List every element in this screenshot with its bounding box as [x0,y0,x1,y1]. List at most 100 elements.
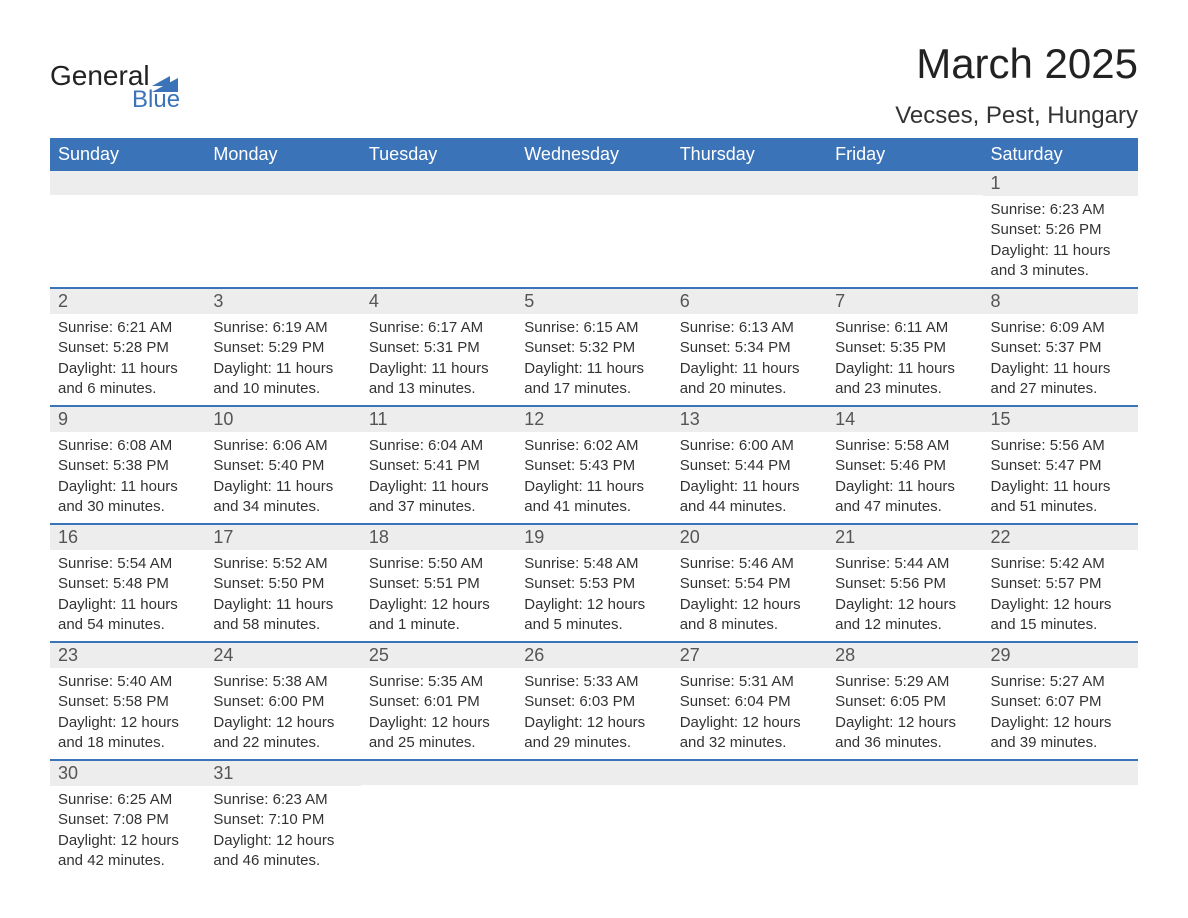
sunrise-label: Sunrise: [835,319,890,336]
sunset-value: 7:08 PM [113,811,169,828]
day-content: Sunrise: 5:42 AMSunset: 5:57 PMDaylight:… [983,550,1138,641]
sunrise-value: 5:33 AM [583,673,638,690]
sunset-line: Sunset: 5:44 PM [680,456,819,476]
sunrise-line: Sunrise: 5:44 AM [835,554,974,574]
sunset-label: Sunset: [835,693,886,710]
logo: General Blue [50,60,180,114]
sunrise-value: 6:13 AM [739,319,794,336]
daylight-line: Daylight: 12 hours and 42 minutes. [58,831,197,872]
weekday-header: Thursday [672,138,827,171]
daylight-line: Daylight: 12 hours and 46 minutes. [213,831,352,872]
daylight-label: Daylight: [213,596,271,613]
sunset-line: Sunset: 6:00 PM [213,692,352,712]
sunset-line: Sunset: 5:43 PM [524,456,663,476]
day-number: 25 [361,643,516,668]
sunrise-label: Sunrise: [213,319,268,336]
sunset-value: 5:58 PM [113,693,169,710]
weekday-header: Sunday [50,138,205,171]
daylight-line: Daylight: 11 hours and 47 minutes. [835,477,974,518]
calendar-cell: 28Sunrise: 5:29 AMSunset: 6:05 PMDayligh… [827,642,982,760]
calendar-cell: 4Sunrise: 6:17 AMSunset: 5:31 PMDaylight… [361,288,516,406]
sunset-line: Sunset: 5:47 PM [991,456,1130,476]
sunrise-value: 5:54 AM [117,555,172,572]
day-number: 26 [516,643,671,668]
daylight-line: Daylight: 11 hours and 23 minutes. [835,359,974,400]
sunset-line: Sunset: 5:31 PM [369,338,508,358]
daylight-line: Daylight: 11 hours and 10 minutes. [213,359,352,400]
day-number: 7 [827,289,982,314]
day-number: 19 [516,525,671,550]
day-number: 21 [827,525,982,550]
sunrise-label: Sunrise: [524,319,579,336]
day-content: Sunrise: 5:35 AMSunset: 6:01 PMDaylight:… [361,668,516,759]
daylight-line: Daylight: 12 hours and 12 minutes. [835,595,974,636]
calendar-week-row: 16Sunrise: 5:54 AMSunset: 5:48 PMDayligh… [50,524,1138,642]
calendar-cell: 5Sunrise: 6:15 AMSunset: 5:32 PMDaylight… [516,288,671,406]
sunset-value: 5:37 PM [1046,339,1102,356]
day-content: Sunrise: 6:04 AMSunset: 5:41 PMDaylight:… [361,432,516,523]
calendar-cell: 1Sunrise: 6:23 AMSunset: 5:26 PMDaylight… [983,171,1138,288]
sunset-line: Sunset: 5:38 PM [58,456,197,476]
sunrise-label: Sunrise: [369,673,424,690]
sunrise-value: 5:46 AM [739,555,794,572]
daylight-label: Daylight: [991,596,1049,613]
calendar-cell: 25Sunrise: 5:35 AMSunset: 6:01 PMDayligh… [361,642,516,760]
day-number: 6 [672,289,827,314]
sunrise-value: 5:27 AM [1050,673,1105,690]
daylight-label: Daylight: [524,714,582,731]
sunset-line: Sunset: 5:41 PM [369,456,508,476]
sunset-line: Sunset: 5:32 PM [524,338,663,358]
sunset-label: Sunset: [991,339,1042,356]
calendar-week-row: 23Sunrise: 5:40 AMSunset: 5:58 PMDayligh… [50,642,1138,760]
sunset-label: Sunset: [58,693,109,710]
calendar-cell: 29Sunrise: 5:27 AMSunset: 6:07 PMDayligh… [983,642,1138,760]
daylight-line: Daylight: 12 hours and 15 minutes. [991,595,1130,636]
sunrise-label: Sunrise: [680,319,735,336]
day-content-empty [361,195,516,265]
sunrise-value: 5:40 AM [117,673,172,690]
daylight-line: Daylight: 12 hours and 22 minutes. [213,713,352,754]
daylight-label: Daylight: [991,478,1049,495]
sunset-line: Sunset: 5:53 PM [524,574,663,594]
sunset-label: Sunset: [991,575,1042,592]
day-number: 30 [50,761,205,786]
sunset-value: 5:40 PM [268,457,324,474]
sunrise-line: Sunrise: 5:40 AM [58,672,197,692]
sunset-label: Sunset: [991,457,1042,474]
sunrise-value: 5:42 AM [1050,555,1105,572]
calendar-cell: 12Sunrise: 6:02 AMSunset: 5:43 PMDayligh… [516,406,671,524]
day-content: Sunrise: 5:38 AMSunset: 6:00 PMDaylight:… [205,668,360,759]
calendar-cell: 3Sunrise: 6:19 AMSunset: 5:29 PMDaylight… [205,288,360,406]
sunrise-line: Sunrise: 5:46 AM [680,554,819,574]
sunset-label: Sunset: [213,339,264,356]
calendar-week-row: 9Sunrise: 6:08 AMSunset: 5:38 PMDaylight… [50,406,1138,524]
sunset-label: Sunset: [58,339,109,356]
sunrise-label: Sunrise: [835,673,890,690]
daylight-label: Daylight: [680,478,738,495]
sunrise-label: Sunrise: [991,673,1046,690]
day-number: 8 [983,289,1138,314]
sunrise-line: Sunrise: 5:42 AM [991,554,1130,574]
day-content: Sunrise: 5:33 AMSunset: 6:03 PMDaylight:… [516,668,671,759]
calendar-cell: 26Sunrise: 5:33 AMSunset: 6:03 PMDayligh… [516,642,671,760]
daylight-line: Daylight: 11 hours and 44 minutes. [680,477,819,518]
calendar-cell: 15Sunrise: 5:56 AMSunset: 5:47 PMDayligh… [983,406,1138,524]
sunset-label: Sunset: [991,221,1042,238]
day-content: Sunrise: 6:23 AMSunset: 5:26 PMDaylight:… [983,196,1138,287]
sunset-line: Sunset: 5:57 PM [991,574,1130,594]
sunset-line: Sunset: 5:26 PM [991,220,1130,240]
daylight-line: Daylight: 12 hours and 25 minutes. [369,713,508,754]
daynum-empty [50,171,205,195]
sunset-label: Sunset: [524,693,575,710]
sunrise-value: 6:02 AM [583,437,638,454]
sunrise-value: 5:35 AM [428,673,483,690]
daylight-label: Daylight: [58,714,116,731]
sunrise-value: 5:58 AM [894,437,949,454]
calendar-cell: 30Sunrise: 6:25 AMSunset: 7:08 PMDayligh… [50,760,205,877]
day-number: 23 [50,643,205,668]
sunset-value: 5:35 PM [890,339,946,356]
daylight-label: Daylight: [58,478,116,495]
sunset-label: Sunset: [524,339,575,356]
sunset-line: Sunset: 7:08 PM [58,810,197,830]
sunset-value: 5:47 PM [1046,457,1102,474]
